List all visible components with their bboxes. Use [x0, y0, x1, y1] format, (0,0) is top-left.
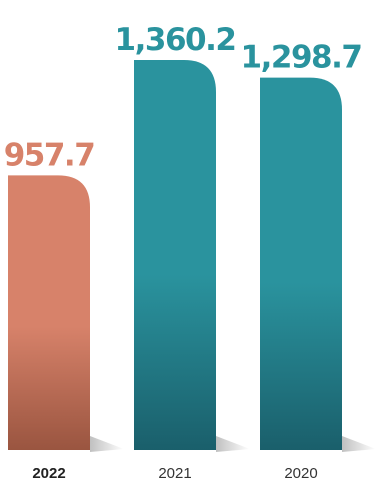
value-label-2022: 957.7 [4, 137, 95, 173]
bar-2022 [8, 175, 90, 450]
category-label-2022: 2022 [32, 465, 65, 482]
bar-2021 [134, 60, 216, 450]
category-label-2021: 2021 [158, 465, 191, 482]
bar-shadow-2020 [342, 436, 376, 452]
bar-shadow-2021 [216, 436, 250, 452]
bar-2020 [260, 77, 342, 451]
value-labels: 957.7 1,360.2 1,298.7 [4, 22, 363, 173]
value-label-2020: 1,298.7 [241, 40, 362, 76]
value-label-2021: 1,360.2 [115, 22, 236, 58]
category-label-2020: 2020 [284, 465, 317, 482]
bars [8, 60, 342, 451]
category-labels: 2022 2021 2020 [32, 465, 317, 482]
bar-shadow-2022 [90, 436, 124, 452]
bar-shadows [90, 436, 376, 452]
